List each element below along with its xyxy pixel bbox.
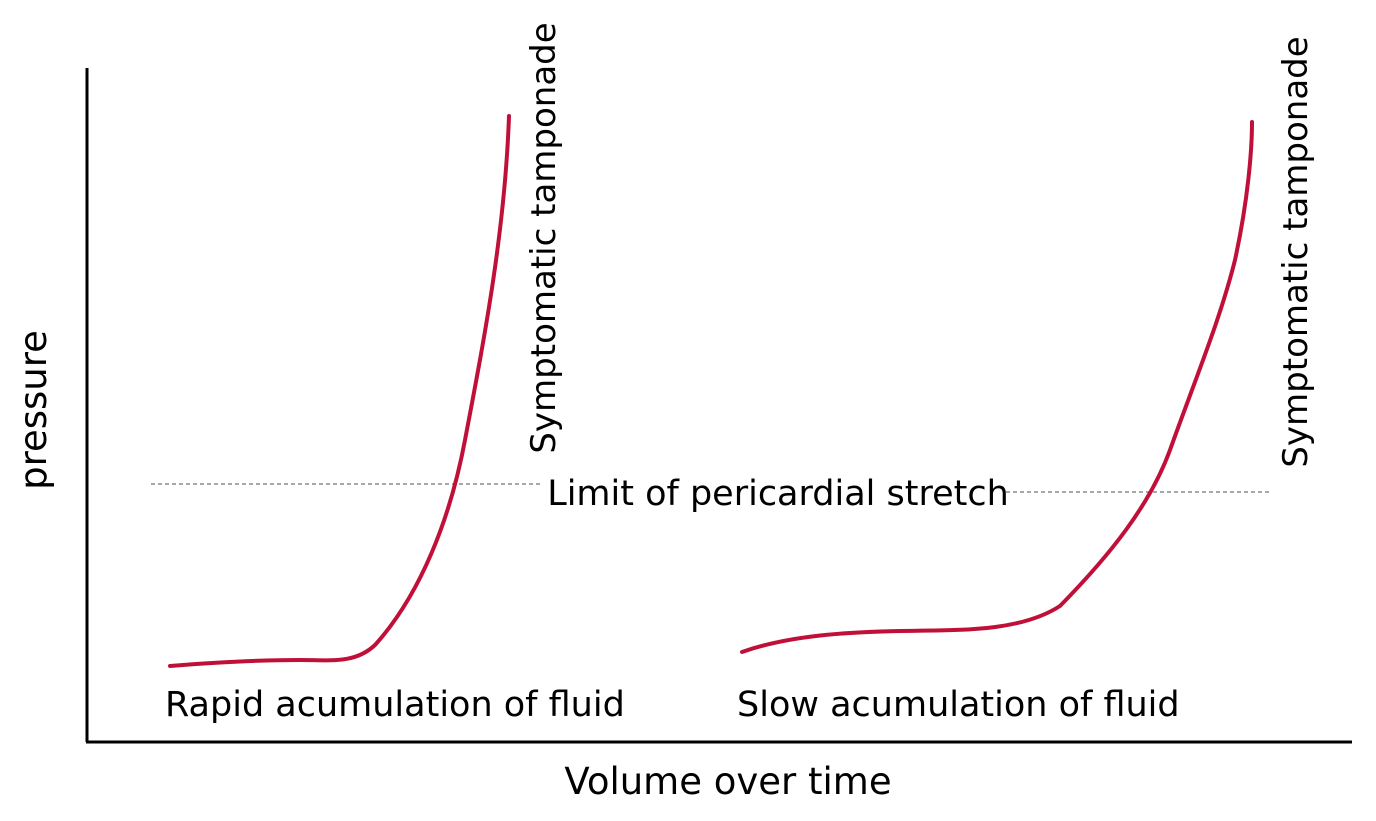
- slow-accumulation-caption: Slow acumulation of fluid: [737, 685, 1180, 725]
- y-axis-label: pressure: [12, 330, 55, 490]
- slow-tamponade-label: Symptomatic tamponade: [1276, 36, 1316, 467]
- x-axis-label: Volume over time: [564, 760, 891, 803]
- slow-accumulation-curve: [740, 120, 1254, 654]
- rapid-accumulation-curve: [168, 114, 511, 668]
- rapid-accumulation-caption: Rapid acumulation of fluid: [165, 685, 625, 725]
- limit-label: Limit of pericardial stretch: [547, 474, 1009, 514]
- rapid-tamponade-label: Symptomatic tamponade: [524, 22, 564, 453]
